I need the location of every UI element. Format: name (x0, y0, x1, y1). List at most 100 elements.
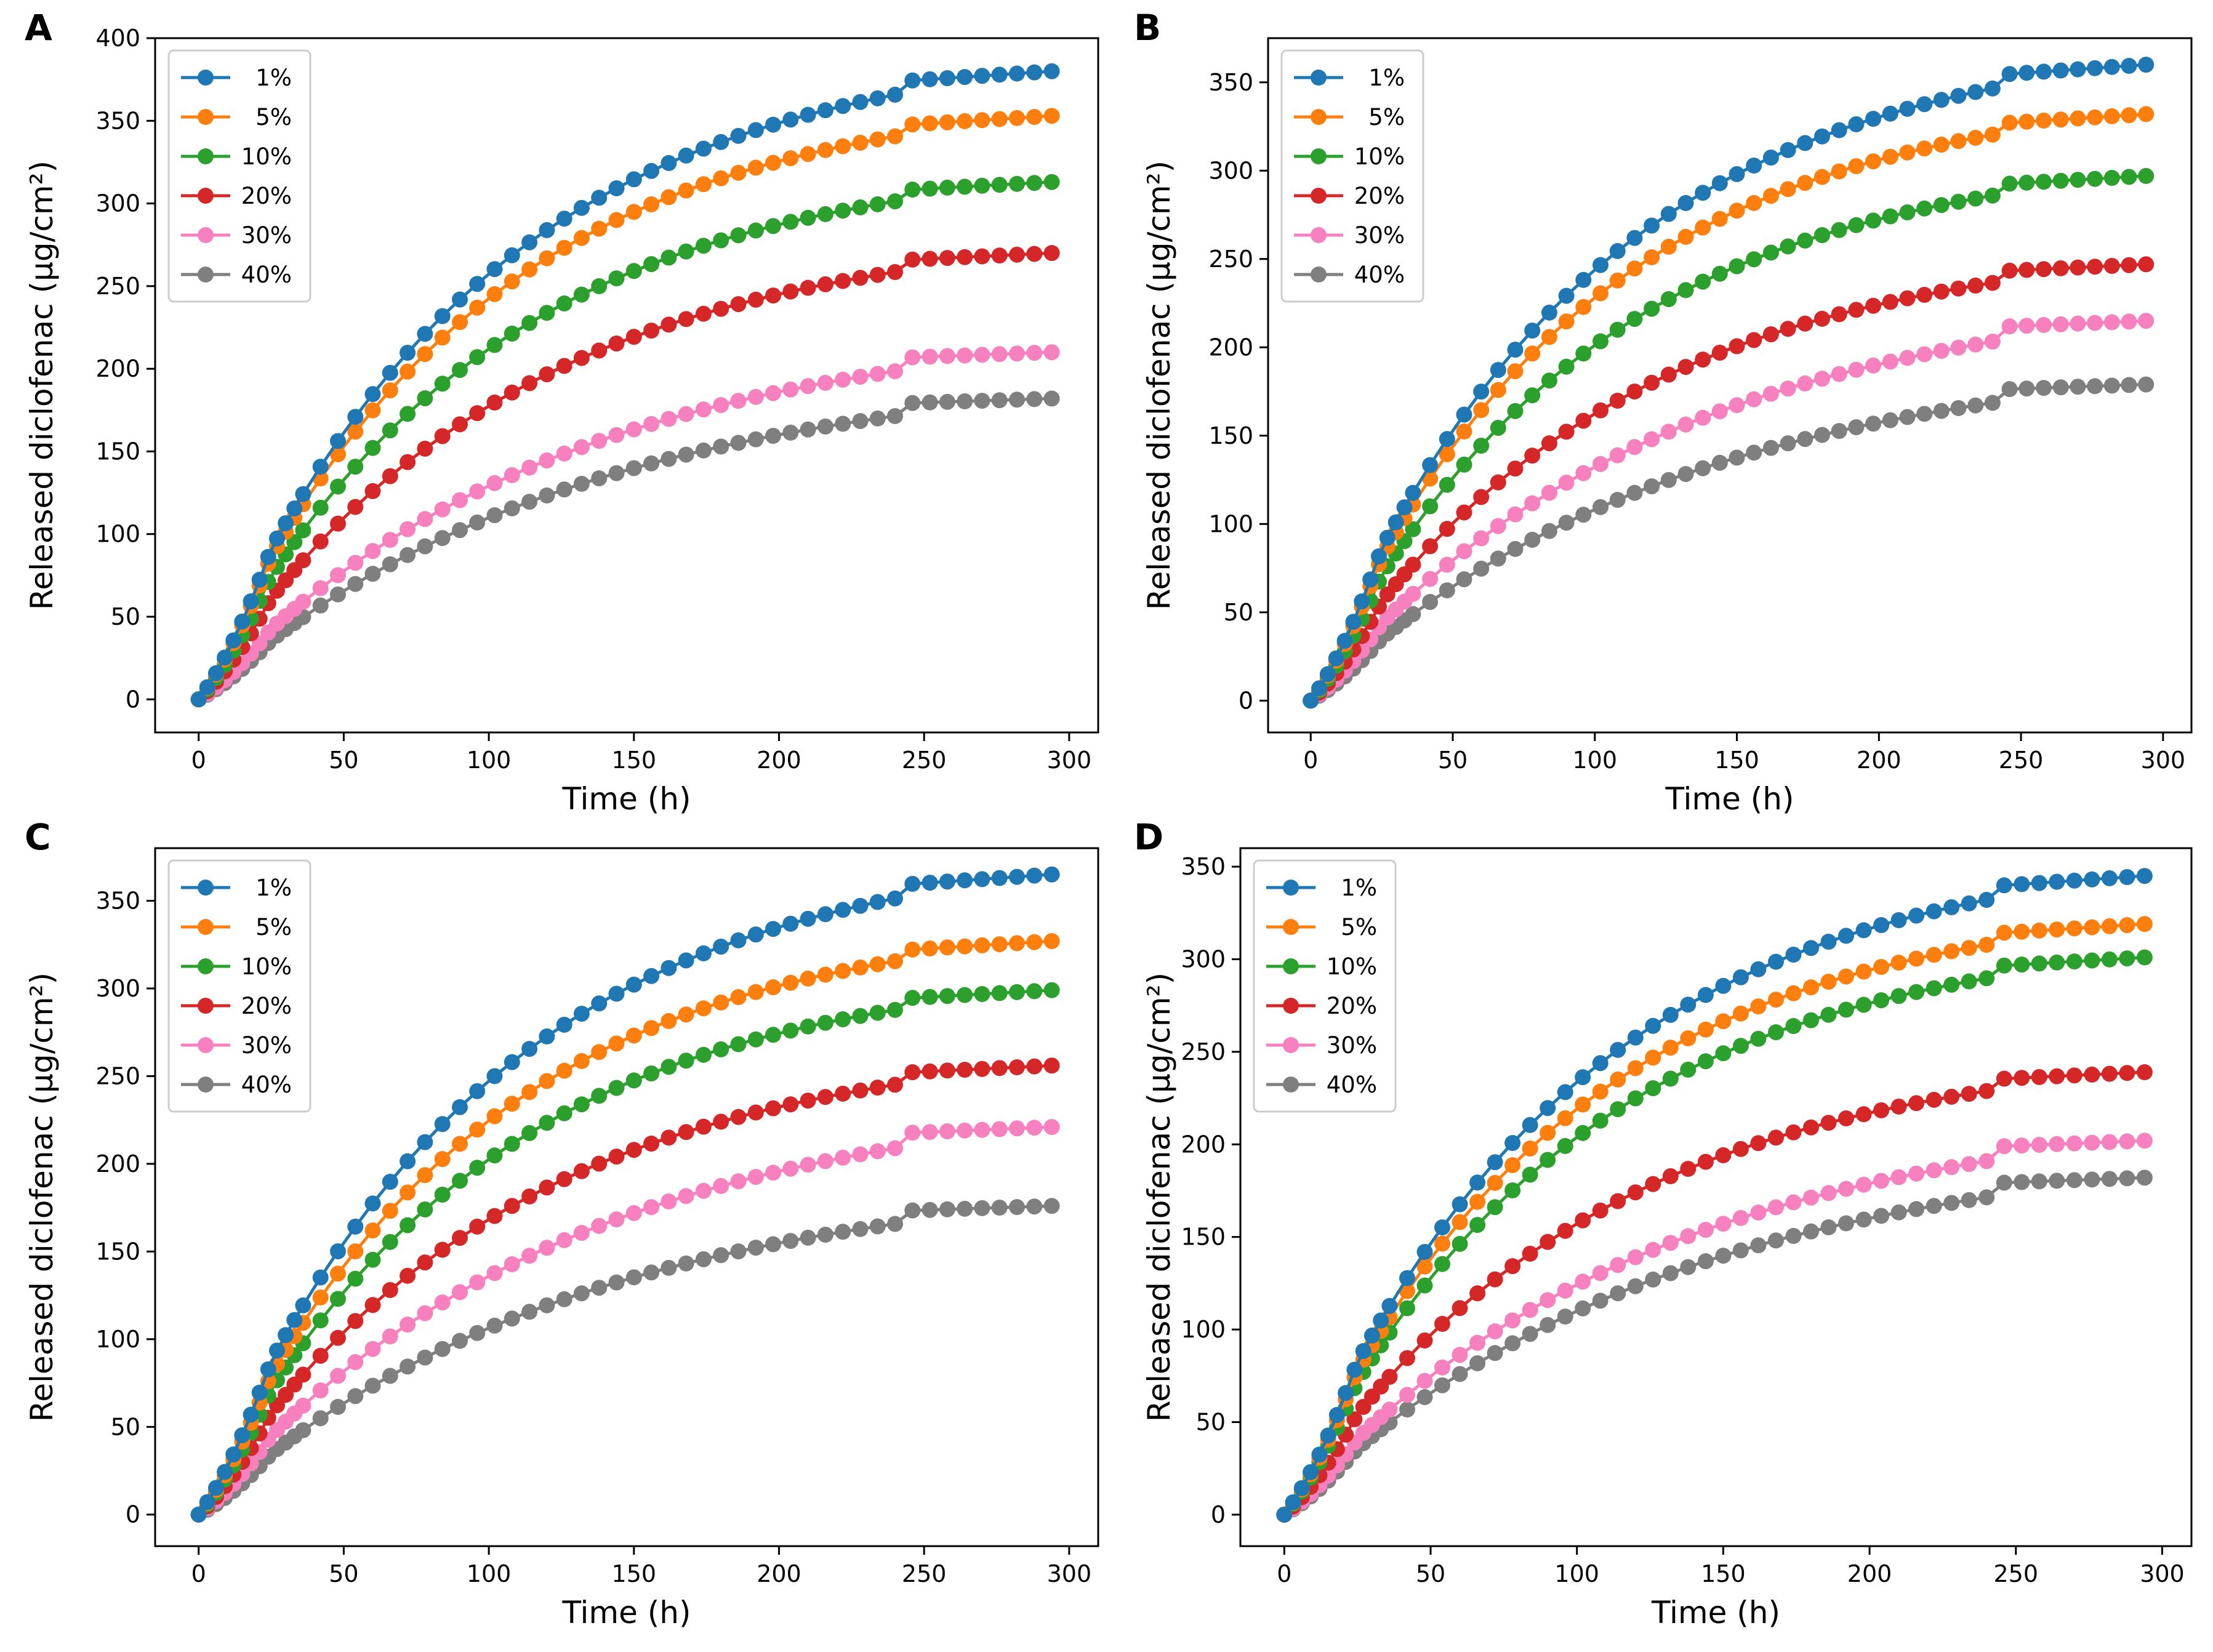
data-point (347, 1243, 364, 1260)
data-point (347, 499, 364, 515)
data-point (2066, 920, 2082, 937)
data-point (573, 1006, 590, 1022)
y-tick-label: 200 (95, 355, 140, 382)
data-point (817, 906, 833, 923)
data-point (2138, 313, 2155, 329)
data-point (800, 378, 816, 395)
data-point (1961, 1086, 1977, 1102)
data-point (1732, 1005, 1749, 1022)
data-point (382, 1233, 398, 1250)
data-point (417, 1201, 433, 1217)
legend: 1% 5% 10% 20% 30% 40% (1280, 49, 1424, 303)
data-point (486, 337, 503, 353)
data-point (539, 1179, 555, 1196)
data-point (400, 1317, 416, 1333)
data-point (991, 66, 1008, 83)
data-point (2084, 1066, 2100, 1083)
data-point (1715, 1147, 1732, 1163)
data-point (312, 580, 329, 596)
data-point (625, 1027, 642, 1044)
data-point (486, 507, 503, 524)
data-point (382, 382, 398, 399)
data-point (1831, 122, 1847, 138)
data-point (2018, 262, 2035, 278)
x-axis-label: Time (h) (562, 1595, 691, 1630)
data-point (1645, 1241, 1661, 1258)
data-point (312, 1289, 329, 1305)
data-point (643, 1199, 660, 1216)
data-point (521, 1188, 538, 1205)
series-5pct (190, 933, 1060, 1523)
data-point (730, 227, 747, 244)
data-point (243, 1406, 259, 1423)
data-point (782, 1096, 799, 1113)
data-point (1346, 1411, 1363, 1427)
data-point (1399, 1300, 1415, 1317)
data-point (1416, 1277, 1433, 1294)
data-point (312, 1269, 329, 1286)
data-point (1399, 1401, 1415, 1417)
data-point (869, 196, 886, 212)
data-point (782, 381, 799, 398)
data-point (1490, 518, 1506, 534)
data-point (573, 286, 590, 303)
data-point (800, 146, 816, 162)
legend-label: 20% (241, 993, 292, 1019)
data-point (1780, 380, 1796, 397)
data-point (1926, 1198, 1942, 1214)
y-tick-label: 300 (1181, 945, 1226, 972)
data-point (1592, 1265, 1609, 1281)
data-point (2087, 315, 2103, 331)
y-tick-label: 200 (1208, 334, 1253, 361)
data-point (1336, 633, 1353, 649)
data-point (904, 72, 921, 89)
data-point (1984, 395, 2001, 411)
data-point (1346, 1361, 1363, 1378)
data-point (817, 375, 833, 391)
data-point (295, 552, 311, 569)
data-point (504, 1054, 520, 1070)
data-point (1522, 1166, 1538, 1183)
data-point (1680, 1161, 1697, 1177)
data-point (1785, 947, 1802, 963)
data-point (765, 1165, 781, 1181)
data-point (661, 1059, 677, 1075)
data-point (1396, 499, 1413, 516)
data-point (817, 1089, 833, 1105)
data-point (1855, 996, 1872, 1013)
data-point (869, 1080, 886, 1096)
data-point (625, 1205, 642, 1221)
data-point (1592, 333, 1609, 350)
data-point (765, 1100, 781, 1117)
data-point (1522, 1245, 1538, 1262)
x-tick-label: 250 (902, 747, 947, 774)
data-point (1522, 1141, 1538, 1157)
data-point (1729, 397, 1745, 414)
data-point (922, 115, 938, 132)
plot-frame (154, 847, 1099, 1547)
data-point (1009, 391, 1025, 408)
legend-label: 30% (241, 1032, 292, 1059)
data-point (1926, 1091, 1942, 1108)
data-point (469, 1274, 486, 1291)
data-point (2052, 260, 2069, 276)
data-point (556, 445, 572, 462)
data-point (835, 138, 851, 154)
data-point (1785, 985, 1802, 1001)
data-point (295, 486, 311, 502)
data-point (1405, 484, 1421, 501)
data-point (1967, 129, 1984, 146)
data-point (1797, 175, 1813, 191)
legend-marker (198, 998, 214, 1014)
data-point (1540, 1292, 1556, 1309)
data-point (1610, 1257, 1626, 1273)
data-point (2036, 112, 2052, 129)
data-point (835, 415, 851, 432)
data-point (2049, 873, 2065, 890)
data-point (1780, 321, 1796, 337)
data-point (2138, 167, 2155, 184)
data-point (1490, 550, 1506, 567)
data-point (1524, 345, 1541, 362)
data-point (1558, 313, 1575, 330)
data-point (765, 154, 781, 171)
